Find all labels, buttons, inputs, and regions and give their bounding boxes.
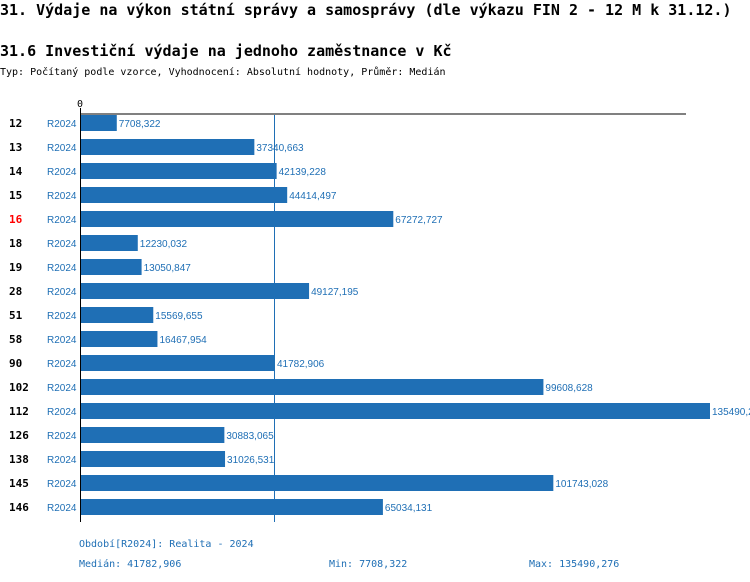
- chart-type-info: Typ: Počítaný podle vzorce, Vyhodnocení:…: [0, 67, 446, 78]
- bar: [81, 211, 394, 227]
- category-label: 102: [9, 381, 29, 394]
- bar: [81, 331, 158, 347]
- value-label: 16467,954: [159, 335, 207, 346]
- bar: [81, 115, 117, 131]
- category-label: 145: [9, 477, 29, 490]
- series-label: R2024: [47, 143, 77, 154]
- chart-subtitle: 31.6 Investiční výdaje na jednoho zaměst…: [0, 42, 452, 60]
- series-label: R2024: [47, 191, 77, 202]
- bar: [81, 139, 255, 155]
- category-label: 12: [9, 117, 22, 130]
- value-label: 15569,655: [155, 311, 203, 322]
- series-label: R2024: [47, 431, 77, 442]
- series-label: R2024: [47, 407, 77, 418]
- bar: [81, 499, 383, 515]
- value-label: 135490,276: [712, 407, 750, 418]
- value-label: 49127,195: [311, 287, 359, 298]
- value-label: 30883,065: [226, 431, 274, 442]
- series-label: R2024: [47, 287, 77, 298]
- value-label: 37340,663: [256, 143, 304, 154]
- series-label: R2024: [47, 215, 77, 226]
- bar: [81, 451, 226, 467]
- page-title: 31. Výdaje na výkon státní správy a samo…: [0, 1, 732, 19]
- series-label: R2024: [47, 167, 77, 178]
- footer-max: Max: 135490,276: [529, 559, 620, 570]
- series-label: R2024: [47, 263, 77, 274]
- value-label: 13050,847: [144, 263, 192, 274]
- bar-chart: 0 12 R2024 7708,322 13 R2024 37340,663 14 R2024 4…: [9, 99, 750, 522]
- category-label: 146: [9, 501, 29, 514]
- category-label: 126: [9, 429, 29, 442]
- value-label: 12230,032: [140, 239, 188, 250]
- category-label: 58: [9, 333, 22, 346]
- footer-median: Medián: 41782,906: [79, 559, 182, 570]
- bar: [81, 283, 310, 299]
- category-label: 14: [9, 165, 23, 178]
- bar: [81, 403, 710, 419]
- category-label: 90: [9, 357, 22, 370]
- series-label: R2024: [47, 359, 77, 370]
- series-label: R2024: [47, 119, 77, 130]
- value-label: 65034,131: [385, 503, 433, 514]
- footer-min: Min: 7708,322: [329, 559, 408, 570]
- category-label: 19: [9, 261, 22, 274]
- category-label: 28: [9, 285, 22, 298]
- category-label: 13: [9, 141, 22, 154]
- series-label: R2024: [47, 239, 77, 250]
- value-label: 99608,628: [545, 383, 593, 394]
- series-label: R2024: [47, 479, 77, 490]
- series-label: R2024: [47, 335, 77, 346]
- bar: [81, 307, 154, 323]
- series-label: R2024: [47, 383, 77, 394]
- category-label: 15: [9, 189, 22, 202]
- value-label: 31026,531: [227, 455, 275, 466]
- category-label: 51: [9, 309, 23, 322]
- value-label: 7708,322: [119, 119, 161, 130]
- bar: [81, 475, 554, 491]
- bar: [81, 163, 277, 179]
- series-label: R2024: [47, 503, 77, 514]
- category-label: 138: [9, 453, 29, 466]
- value-label: 41782,906: [277, 359, 325, 370]
- bar: [81, 235, 138, 251]
- value-label: 101743,028: [555, 479, 608, 490]
- footer-period: Období[R2024]: Realita - 2024: [79, 539, 254, 550]
- bar: [81, 187, 288, 203]
- bar: [81, 259, 142, 275]
- bar: [81, 355, 275, 371]
- category-label: 112: [9, 405, 29, 418]
- value-label: 44414,497: [289, 191, 337, 202]
- category-label: 18: [9, 237, 22, 250]
- zero-tick-label: 0: [77, 99, 83, 110]
- series-label: R2024: [47, 455, 77, 466]
- bar: [81, 379, 544, 395]
- value-label: 67272,727: [395, 215, 443, 226]
- bar: [81, 427, 225, 443]
- series-label: R2024: [47, 311, 77, 322]
- value-label: 42139,228: [279, 167, 327, 178]
- category-label: 16: [9, 213, 23, 226]
